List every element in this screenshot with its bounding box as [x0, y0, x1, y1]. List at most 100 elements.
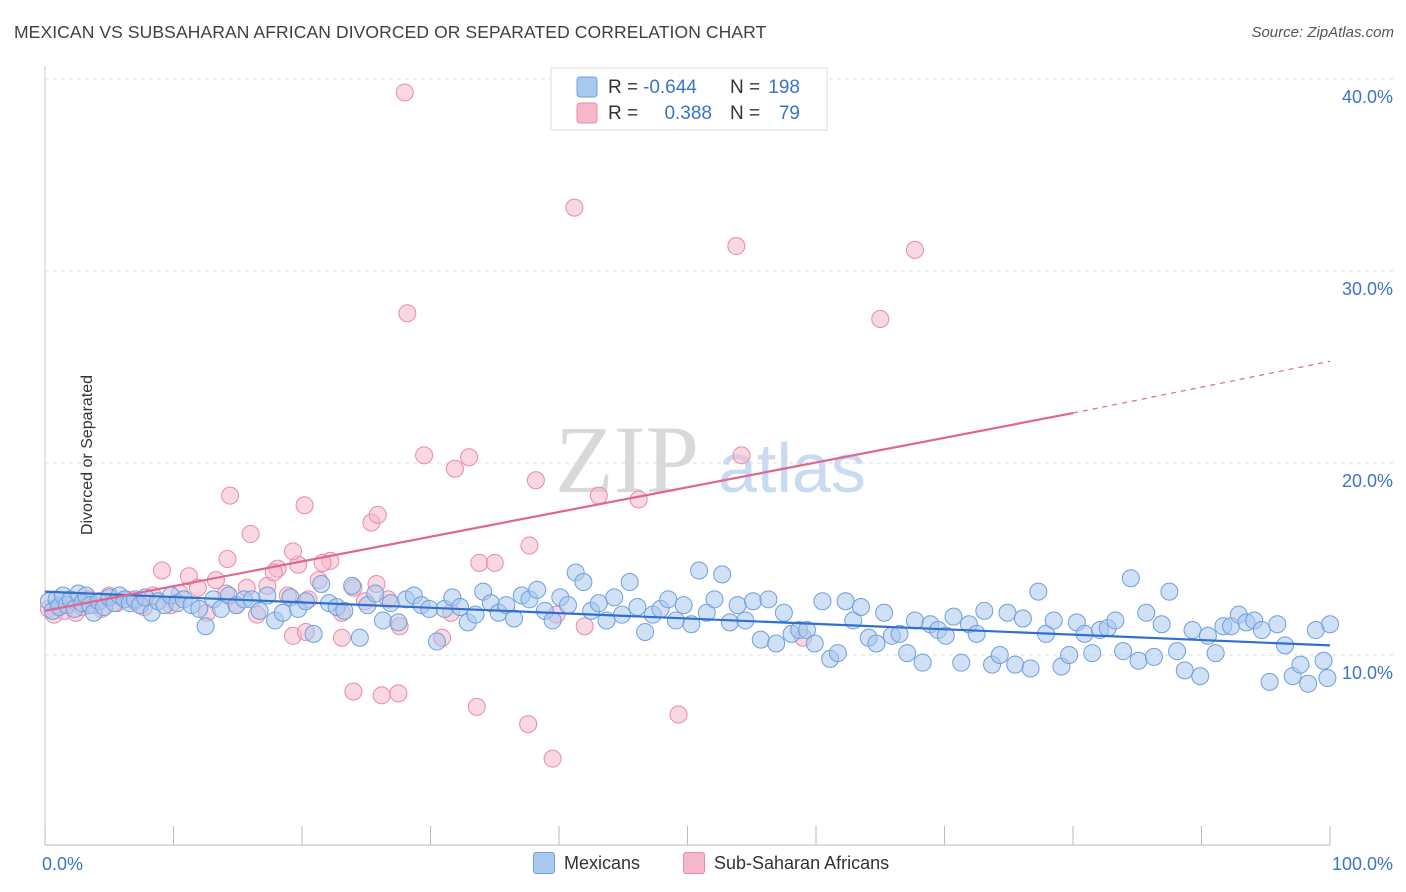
mexican-point [1206, 644, 1225, 663]
mexican-point [1299, 674, 1318, 693]
subsaharan-trend-line [44, 411, 1074, 612]
mexican-point [1175, 661, 1194, 680]
subsaharan-point [221, 486, 240, 505]
mexican-point [1252, 621, 1271, 640]
mexican-point [890, 624, 909, 643]
legend-item-mexicans: Mexicans [533, 852, 640, 874]
mexican-point [975, 601, 994, 620]
mexican-point [990, 646, 1009, 664]
subsaharan-point [519, 715, 538, 734]
mexican-point [1276, 636, 1295, 655]
subsaharan-point [565, 198, 584, 217]
legend-label-subsaharan: Sub-Saharan Africans [714, 852, 890, 873]
mexican-point [751, 630, 770, 649]
mexican-point [389, 613, 408, 632]
subsaharan-point [727, 237, 746, 256]
watermark-zip: ZIP [555, 406, 699, 513]
mexican-point [350, 628, 369, 647]
y-tick-label-20: 20.0% [1342, 471, 1393, 491]
legend-swatch-mexicans [576, 76, 598, 98]
mexican-point [898, 644, 917, 663]
mexican-point [605, 588, 624, 607]
subsaharan-point [669, 705, 688, 724]
legend-n-value-1: 198 [768, 77, 800, 98]
chart-title: MEXICAN VS SUBSAHARAN AFRICAN DIVORCED O… [14, 22, 767, 42]
mexican-point [1144, 647, 1163, 666]
legend-n-label-2: N = [730, 103, 760, 124]
mexican-point [312, 574, 331, 593]
mexican-point [505, 609, 524, 628]
legend-r-value-1: -0.644 [643, 77, 697, 98]
legend-n-value-2: 79 [779, 103, 800, 124]
sub-saharan-points [39, 83, 924, 768]
subsaharan-point [372, 686, 391, 705]
mexican-point [1060, 646, 1079, 664]
legend-label-mexicans: Mexicans [564, 852, 641, 873]
legend-top: R = -0.644 N = 198 R = 0.388 N = 79 [550, 67, 828, 131]
mexican-point [828, 644, 847, 663]
subsaharan-point [284, 542, 303, 561]
mexican-point [744, 592, 763, 611]
mexican-point [335, 601, 354, 620]
legend-bottom: Mexicans Sub-Saharan Africans [0, 852, 1406, 878]
mexican-point [1168, 642, 1187, 661]
y-tick-label-10: 10.0% [1342, 663, 1393, 683]
mexican-point [574, 573, 593, 592]
subsaharan-point [589, 486, 608, 505]
mexican-point [720, 613, 739, 632]
mexican-point [774, 603, 793, 622]
mexican-point [690, 561, 709, 580]
subsaharan-trend-extension [1072, 360, 1331, 414]
mexican-points [39, 561, 1339, 693]
mexican-point [851, 598, 870, 616]
mexican-point [798, 621, 817, 640]
subsaharan-point [871, 310, 890, 328]
legend-swatch-mexicans-bottom [533, 852, 555, 874]
mexican-point [1029, 582, 1048, 601]
subsaharan-point [295, 496, 314, 515]
axes [44, 66, 1331, 846]
y-tick-label-40: 40.0% [1342, 87, 1393, 107]
mexican-point [944, 607, 963, 626]
subsaharan-point [470, 553, 489, 572]
subsaharan-point [241, 525, 260, 544]
subsaharan-point [398, 304, 417, 323]
subsaharan-point [543, 749, 562, 768]
mexican-point [543, 611, 562, 630]
subsaharan-point [332, 628, 351, 647]
mexican-point [304, 624, 323, 643]
mexican-point [497, 596, 516, 615]
mexican-point [913, 653, 932, 672]
mexican-point [952, 653, 971, 672]
subsaharan-point [467, 697, 486, 716]
legend-r-label-1: R = [608, 77, 638, 98]
mexican-point [1314, 651, 1333, 670]
subsaharan-point [526, 471, 545, 490]
mexican-point [1191, 667, 1210, 686]
mexican-point [1198, 626, 1217, 645]
mexican-point [250, 601, 269, 620]
trend-lines [44, 360, 1331, 647]
mexican-point [875, 603, 894, 622]
subsaharan-point [344, 682, 363, 701]
mexican-point [1137, 603, 1156, 622]
mexican-point [759, 590, 778, 609]
mexican-point [273, 603, 292, 622]
mexican-point [589, 594, 608, 613]
mexican-point [1083, 644, 1102, 663]
mexican-point [1318, 669, 1337, 688]
source-label: Source: ZipAtlas.com [1251, 24, 1394, 41]
mexican-point [1152, 615, 1171, 634]
mexican-point [558, 596, 577, 615]
x-tick-label-0: 0.0% [42, 854, 83, 874]
subsaharan-point [575, 617, 594, 636]
subsaharan-point [520, 536, 539, 555]
mexican-point [697, 603, 716, 622]
mexican-point [905, 611, 924, 630]
legend-n-label-1: N = [730, 77, 760, 98]
subsaharan-point [905, 240, 924, 259]
legend-item-subsaharan: Sub-Saharan Africans [683, 852, 889, 874]
watermark: ZIP atlas [555, 406, 866, 513]
subsaharan-point [445, 459, 464, 478]
